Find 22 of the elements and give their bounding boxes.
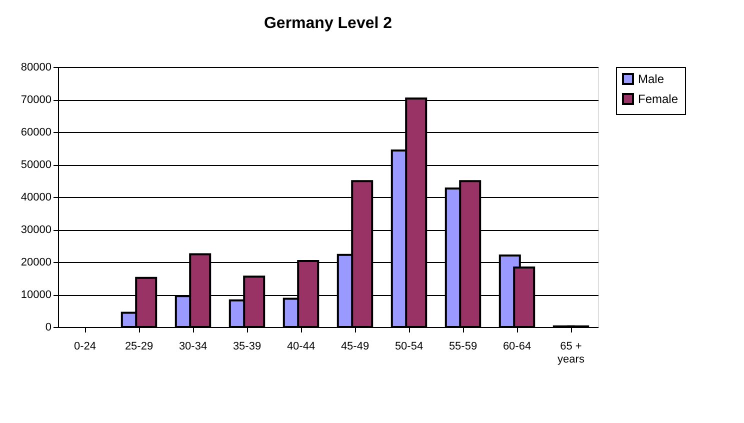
legend-label: Male xyxy=(638,72,664,86)
x-tick-label: 25-29 xyxy=(124,340,154,352)
y-tick-label: 30000 xyxy=(20,224,52,236)
x-tick-label: 30-34 xyxy=(178,340,208,352)
x-tick-label: 40-44 xyxy=(286,340,316,352)
y-tick-label: 80000 xyxy=(20,62,52,74)
y-tick-label: 20000 xyxy=(20,256,52,268)
legend-label: Female xyxy=(638,92,678,106)
x-tick-label: 60-64 xyxy=(502,340,532,352)
y-tick-label: 70000 xyxy=(20,94,52,106)
y-tick-label: 60000 xyxy=(20,126,52,138)
x-tick-label: 0-24 xyxy=(74,340,96,352)
y-tick-label: 0 xyxy=(45,322,52,334)
x-tick-label: 35-39 xyxy=(232,340,262,352)
x-tick-label: 65 + years xyxy=(558,340,585,366)
x-tick-label: 55-59 xyxy=(448,340,478,352)
y-tick-label: 50000 xyxy=(20,159,52,171)
y-tick-label: 10000 xyxy=(20,289,52,301)
y-tick-label: 40000 xyxy=(20,192,52,204)
x-tick-label: 45-49 xyxy=(340,340,370,352)
x-tick-label: 50-54 xyxy=(394,340,424,352)
chart-title: Germany Level 2 xyxy=(264,15,392,32)
